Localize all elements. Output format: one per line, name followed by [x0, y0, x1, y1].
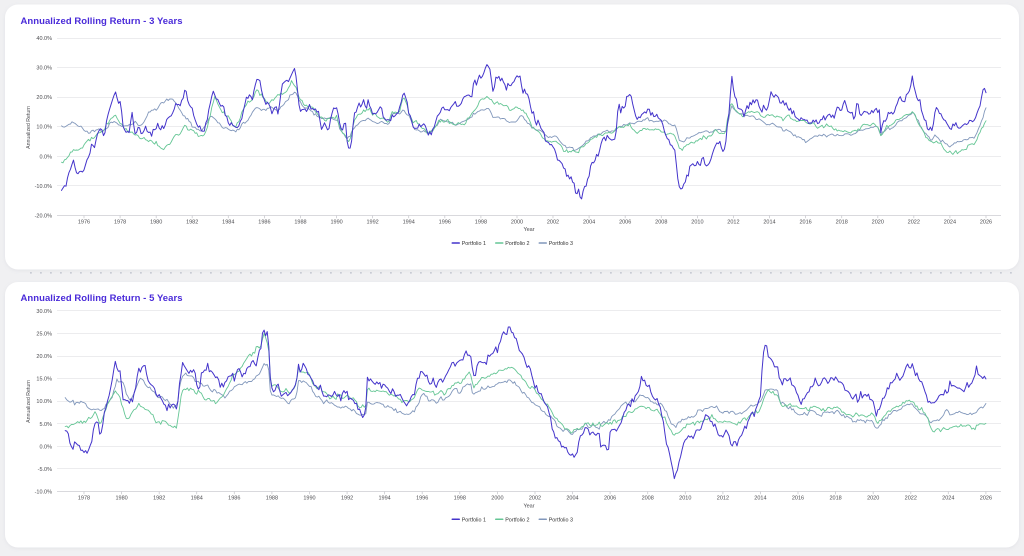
svg-text:1990: 1990 — [303, 496, 315, 502]
svg-text:1998: 1998 — [454, 496, 466, 502]
svg-text:2002: 2002 — [529, 496, 541, 502]
svg-text:1978: 1978 — [78, 496, 90, 502]
svg-text:2004: 2004 — [583, 220, 595, 226]
svg-text:2022: 2022 — [908, 220, 920, 226]
svg-text:1984: 1984 — [222, 220, 234, 226]
svg-text:0.0%: 0.0% — [39, 154, 52, 160]
svg-text:2010: 2010 — [679, 496, 691, 502]
svg-text:1994: 1994 — [403, 220, 415, 226]
svg-text:1988: 1988 — [294, 220, 306, 226]
svg-text:2022: 2022 — [905, 496, 917, 502]
svg-text:10.0%: 10.0% — [36, 125, 52, 131]
svg-text:2004: 2004 — [566, 496, 578, 502]
svg-text:Portfolio 3: Portfolio 3 — [549, 517, 573, 523]
svg-text:2026: 2026 — [980, 496, 992, 502]
svg-text:5.0%: 5.0% — [39, 422, 52, 428]
svg-text:Portfolio 3: Portfolio 3 — [549, 241, 573, 247]
svg-text:1994: 1994 — [378, 496, 390, 502]
svg-text:25.0%: 25.0% — [36, 332, 52, 338]
svg-text:2014: 2014 — [763, 220, 775, 226]
svg-text:2008: 2008 — [655, 220, 667, 226]
svg-text:Portfolio 1: Portfolio 1 — [462, 517, 486, 523]
svg-text:Portfolio 2: Portfolio 2 — [505, 517, 529, 523]
svg-text:30.0%: 30.0% — [36, 309, 52, 315]
svg-text:2008: 2008 — [642, 496, 654, 502]
svg-text:2000: 2000 — [511, 220, 523, 226]
svg-text:2018: 2018 — [829, 496, 841, 502]
svg-text:Annualized Rolling Return - 3: Annualized Rolling Return - 3 Years — [21, 16, 183, 27]
svg-text:2014: 2014 — [754, 496, 766, 502]
svg-text:2016: 2016 — [799, 220, 811, 226]
svg-text:1978: 1978 — [114, 220, 126, 226]
svg-text:1992: 1992 — [366, 220, 378, 226]
svg-text:Year: Year — [523, 227, 534, 233]
svg-text:Portfolio 2: Portfolio 2 — [505, 241, 529, 247]
svg-text:1992: 1992 — [341, 496, 353, 502]
svg-text:2018: 2018 — [836, 220, 848, 226]
svg-text:Annualized Return: Annualized Return — [26, 106, 32, 149]
svg-text:2006: 2006 — [604, 496, 616, 502]
svg-text:1990: 1990 — [330, 220, 342, 226]
svg-text:2012: 2012 — [727, 220, 739, 226]
svg-text:2026: 2026 — [980, 220, 992, 226]
svg-text:Portfolio 1: Portfolio 1 — [462, 241, 486, 247]
svg-text:1980: 1980 — [150, 220, 162, 226]
svg-text:1984: 1984 — [191, 496, 203, 502]
svg-text:2016: 2016 — [792, 496, 804, 502]
svg-text:2020: 2020 — [872, 220, 884, 226]
svg-text:1986: 1986 — [258, 220, 270, 226]
svg-text:-20.0%: -20.0% — [35, 214, 53, 220]
svg-text:1982: 1982 — [153, 496, 165, 502]
svg-text:20.0%: 20.0% — [36, 354, 52, 360]
svg-text:15.0%: 15.0% — [36, 377, 52, 383]
svg-text:2012: 2012 — [717, 496, 729, 502]
svg-text:2024: 2024 — [942, 496, 954, 502]
svg-text:Annualized Rolling Return - 5: Annualized Rolling Return - 5 Years — [21, 293, 183, 304]
svg-text:30.0%: 30.0% — [36, 66, 52, 72]
svg-text:2024: 2024 — [944, 220, 956, 226]
svg-text:1996: 1996 — [416, 496, 428, 502]
svg-text:1980: 1980 — [115, 496, 127, 502]
svg-text:1998: 1998 — [475, 220, 487, 226]
svg-text:-10.0%: -10.0% — [35, 184, 53, 190]
svg-text:2020: 2020 — [867, 496, 879, 502]
svg-text:Annualized Return: Annualized Return — [26, 380, 32, 423]
svg-text:0.0%: 0.0% — [39, 444, 52, 450]
svg-text:2002: 2002 — [547, 220, 559, 226]
svg-text:1986: 1986 — [228, 496, 240, 502]
svg-text:2010: 2010 — [691, 220, 703, 226]
svg-text:1996: 1996 — [439, 220, 451, 226]
svg-text:-10.0%: -10.0% — [35, 490, 53, 496]
svg-text:20.0%: 20.0% — [36, 95, 52, 101]
svg-text:40.0%: 40.0% — [36, 36, 52, 42]
svg-text:1976: 1976 — [78, 220, 90, 226]
svg-text:1982: 1982 — [186, 220, 198, 226]
svg-text:2000: 2000 — [491, 496, 503, 502]
svg-text:10.0%: 10.0% — [36, 399, 52, 405]
svg-text:Year: Year — [523, 504, 534, 510]
svg-text:2006: 2006 — [619, 220, 631, 226]
svg-text:1988: 1988 — [266, 496, 278, 502]
svg-text:-5.0%: -5.0% — [38, 467, 52, 473]
